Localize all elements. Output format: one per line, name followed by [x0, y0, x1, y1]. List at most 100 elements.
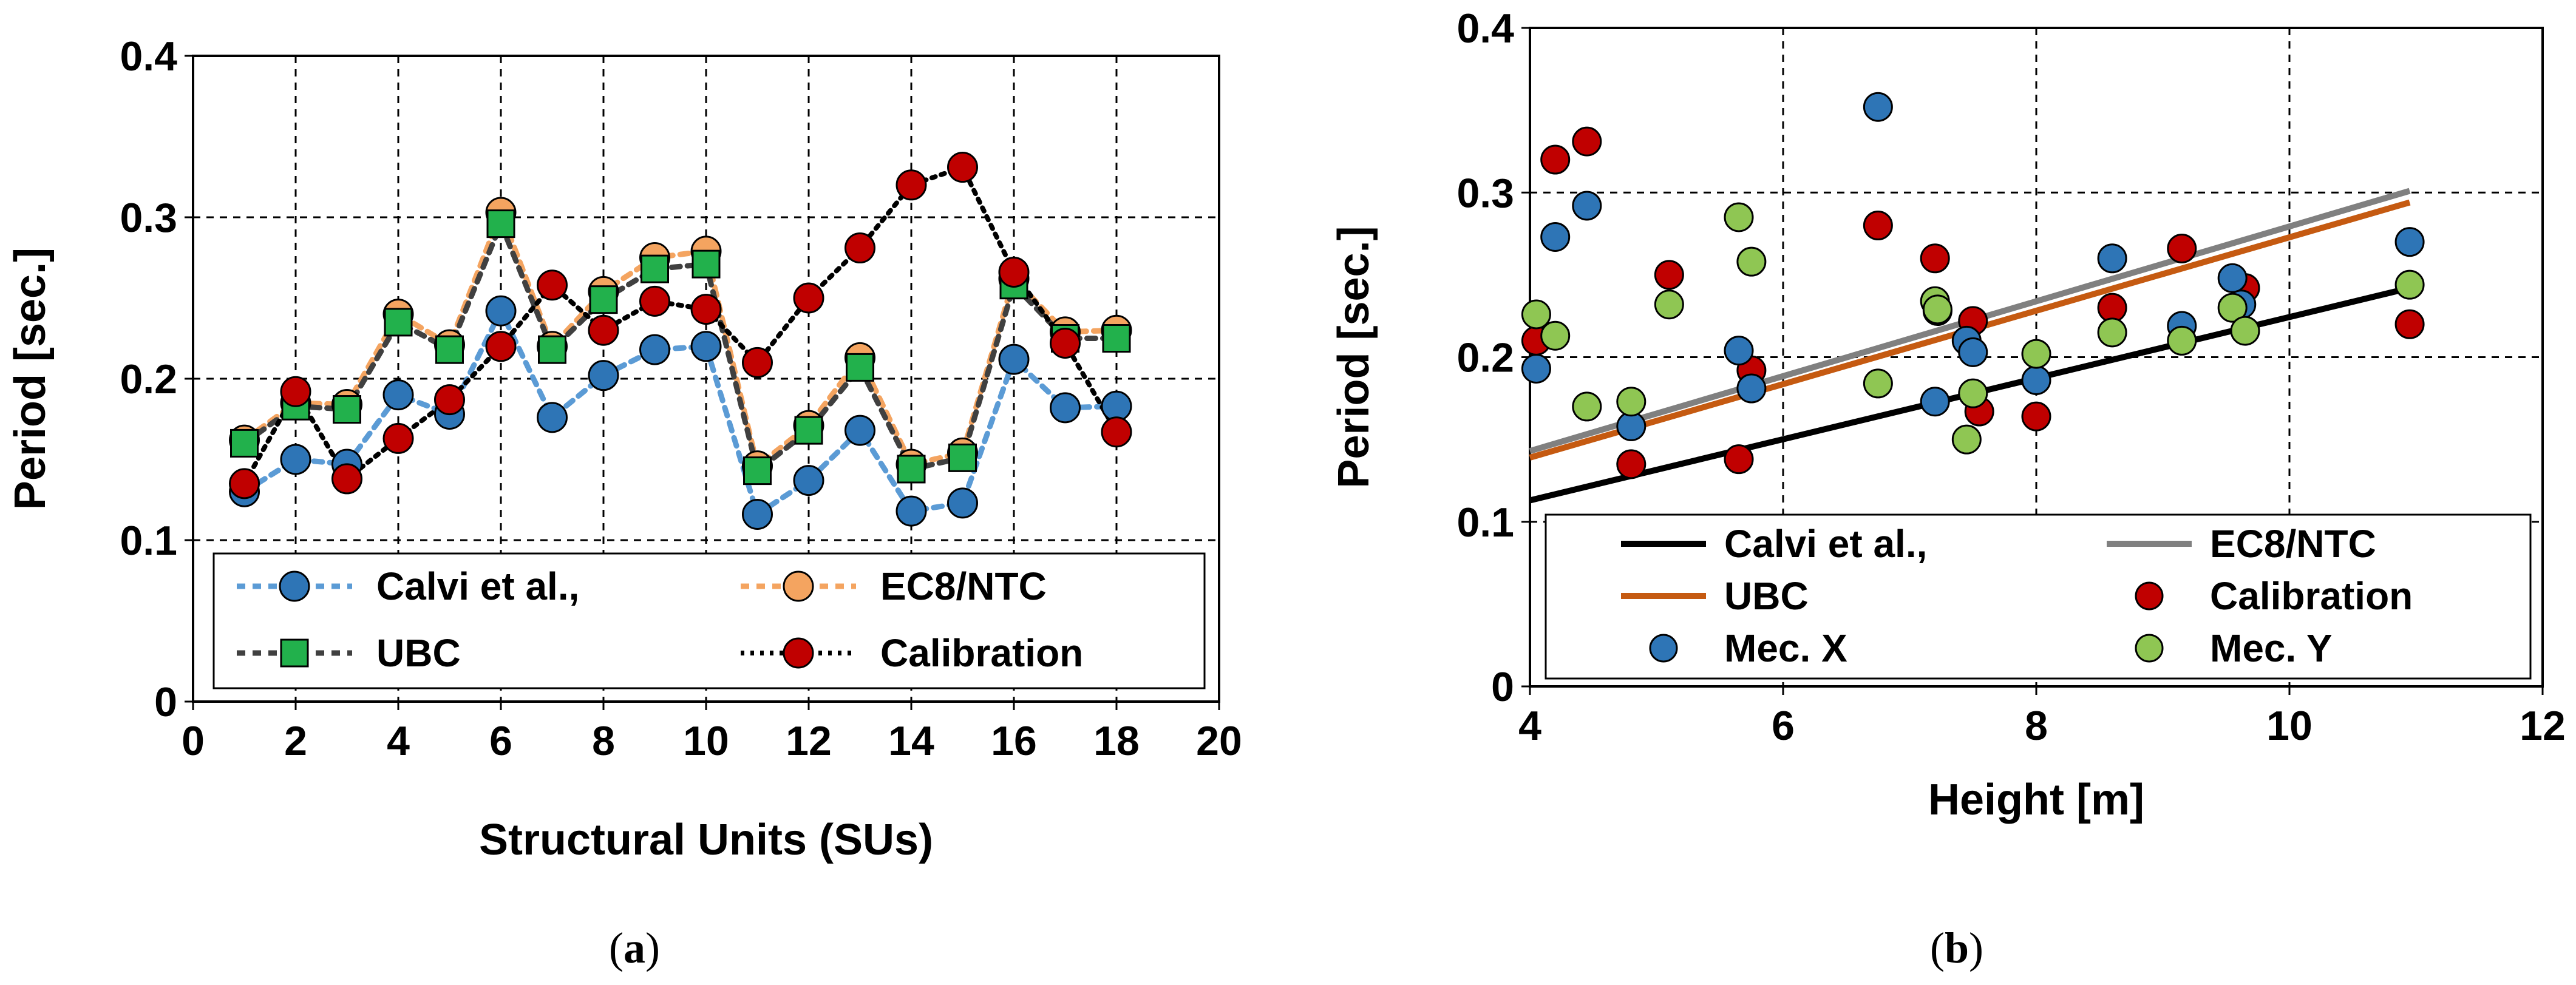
data-point-ubc [794, 416, 823, 445]
x-tick-label: 2 [284, 718, 307, 764]
data-point-mec-y [2097, 317, 2127, 348]
x-tick-label: 4 [387, 718, 410, 764]
legend-label-mec-x: Mec. X [1724, 626, 1847, 670]
data-point-ubc [333, 395, 361, 424]
caption-b: (b) [1930, 924, 1983, 972]
x-tick-label: 18 [1093, 718, 1140, 764]
data-point-calibration [1050, 327, 1081, 359]
data-point-mec-y [2217, 293, 2248, 323]
data-point-calibration [742, 347, 773, 378]
data-point-ubc [897, 455, 926, 484]
y-tick-label: 0.3 [1456, 170, 1514, 216]
data-point-ubc [589, 285, 618, 314]
y-tick-label: 0 [1491, 664, 1514, 710]
data-point-calibration [280, 376, 311, 407]
data-point-ubc [486, 209, 515, 239]
data-point-mec-y [2167, 325, 2197, 356]
x-tick-label: 12 [2520, 703, 2566, 749]
legend-marker-calibration [2135, 581, 2164, 611]
y-tick-label: 0.1 [1456, 499, 1514, 546]
chart-b: 4 6 8 10 12 0 0.1 0.2 0.3 0.4 Calvi et al., EC8/NTC… [1330, 5, 2566, 972]
data-point-calvi-et-al [588, 360, 619, 391]
data-point-calibration [793, 282, 824, 314]
data-point-mec-x [1540, 222, 1571, 252]
legend-label-ec8-ntc: EC8/NTC [2210, 522, 2376, 566]
data-point-mec-x [2097, 243, 2127, 274]
data-point-mec-y [1724, 202, 1754, 232]
data-point-calibration [1920, 243, 1950, 274]
x-tick-label: 16 [991, 718, 1037, 764]
legend-label-calibration: Calibration [880, 631, 1083, 675]
data-point-mec-y [1922, 294, 1952, 325]
data-point-calibration [690, 294, 722, 325]
x-tick-label: 0 [182, 718, 205, 764]
data-point-calvi-et-al [742, 498, 773, 530]
data-point-calibration [1724, 444, 1754, 475]
legend-marker-ec8-ntc [783, 570, 814, 602]
data-point-calibration [2097, 293, 2127, 323]
data-point-calvi-et-al [382, 379, 414, 411]
x-tick-label: 6 [1772, 703, 1795, 749]
data-point-ubc [692, 249, 721, 279]
data-point-mec-x [1521, 353, 1551, 384]
data-point-ubc [1102, 324, 1131, 353]
data-point-mec-x [2394, 227, 2425, 257]
x-tick-label: 20 [1196, 718, 1242, 764]
data-point-mec-x [1920, 387, 1950, 417]
legend-marker-calvi-et-al [279, 570, 310, 602]
data-point-ubc [743, 456, 772, 486]
data-point-calvi-et-al [280, 444, 311, 475]
data-point-calibration [1572, 126, 1602, 157]
data-point-calvi-et-al [639, 334, 670, 365]
data-point-mec-y [1572, 391, 1602, 422]
data-point-calibration [2021, 401, 2051, 432]
data-point-calibration [588, 314, 619, 346]
data-point-calvi-et-al [793, 465, 824, 496]
data-point-calibration [485, 331, 517, 362]
data-point-calvi-et-al [1101, 390, 1132, 422]
legend-label-mec-y: Mec. Y [2210, 626, 2333, 670]
data-point-mec-y [1654, 289, 1684, 320]
data-point-mec-x [1863, 92, 1893, 122]
data-point-calibration [2167, 233, 2197, 263]
x-axis-title: Structural Units (SUs) [479, 816, 933, 864]
caption-letter: b [1945, 924, 1969, 972]
data-point-calibration [331, 463, 362, 495]
plot-frame [192, 55, 1220, 703]
legend-marker-calibration [783, 637, 814, 669]
y-tick-label: 0.4 [1456, 5, 1514, 52]
legend-label-calvi-et-al: Calvi et al., [1724, 522, 1927, 566]
x-tick-label: 6 [489, 718, 512, 764]
data-point-mec-x [2217, 263, 2248, 293]
data-point-mec-y [2021, 339, 2051, 369]
y-tick-label: 0.2 [120, 356, 177, 402]
x-tick-label: 12 [786, 718, 832, 764]
data-point-calibration [229, 468, 260, 499]
x-tick-label: 14 [888, 718, 934, 764]
data-point-ubc [846, 353, 874, 382]
legend-marker-ubc [280, 638, 309, 668]
data-point-mec-x [1736, 373, 1767, 404]
data-point-ubc [384, 308, 413, 337]
data-point-calvi-et-al [1050, 392, 1081, 424]
data-point-mec-y [2230, 316, 2260, 346]
data-point-mec-y [1616, 387, 1647, 417]
data-point-mec-x [2021, 365, 2051, 395]
data-point-mec-x [1724, 336, 1754, 366]
data-point-mec-y [1736, 246, 1767, 277]
x-tick-label: 10 [683, 718, 729, 764]
data-point-mec-x [1616, 411, 1647, 441]
legend-label-ec8-ntc: EC8/NTC [880, 564, 1047, 608]
legend-box [212, 552, 1206, 689]
data-point-calvi-et-al [895, 495, 927, 527]
y-tick-label: 0 [154, 679, 177, 725]
x-tick-label: 10 [2266, 703, 2313, 749]
y-tick-label: 0.3 [120, 195, 177, 241]
x-axis-title: Height [m] [1928, 776, 2144, 824]
data-point-calvi-et-al [947, 487, 978, 519]
data-point-mec-y [1958, 378, 1988, 408]
data-point-calibration [1654, 260, 1684, 290]
data-point-ubc [641, 254, 669, 283]
data-point-calibration [1616, 449, 1647, 479]
